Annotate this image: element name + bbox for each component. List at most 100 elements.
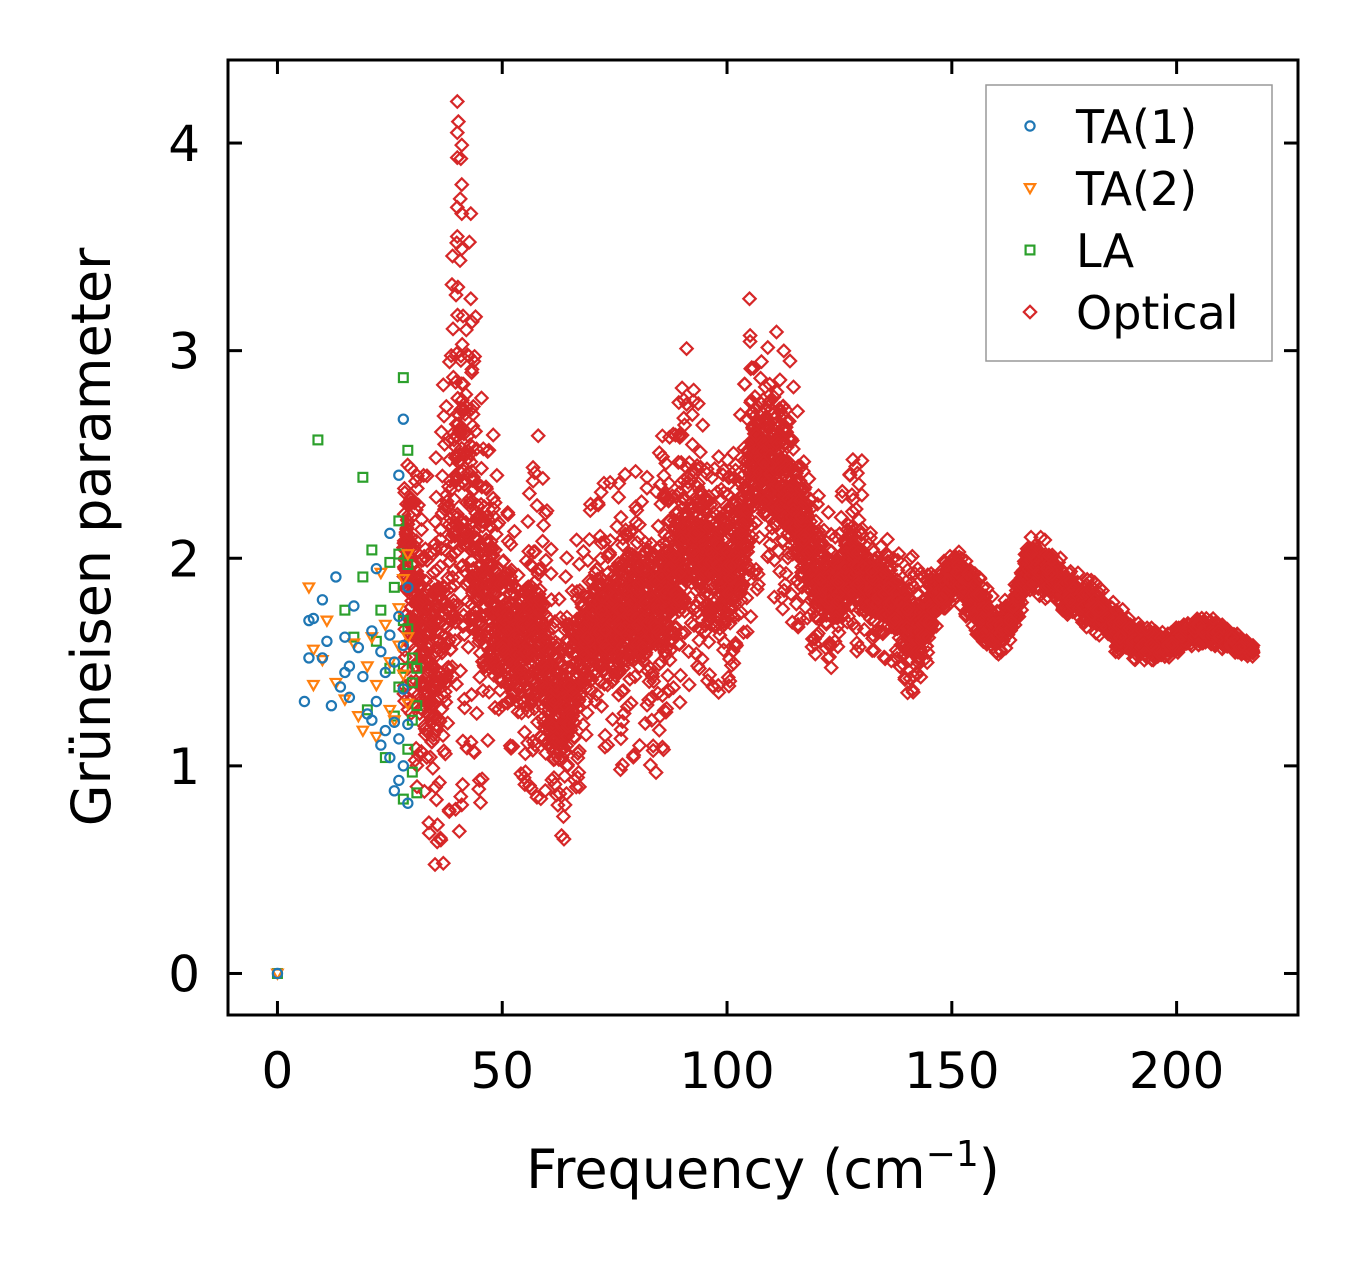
point-optical xyxy=(550,797,566,813)
point-optical xyxy=(531,592,548,608)
point-optical xyxy=(726,655,742,672)
point-optical xyxy=(563,640,579,656)
point-optical xyxy=(704,545,720,562)
point-optical xyxy=(599,677,616,693)
point-optical xyxy=(513,705,530,721)
point-optical xyxy=(437,746,454,762)
point-optical xyxy=(478,481,495,497)
point-optical xyxy=(434,701,450,717)
point-optical xyxy=(762,466,778,482)
point-optical xyxy=(440,659,457,676)
point-optical xyxy=(645,738,661,754)
point-optical xyxy=(462,490,478,507)
point-optical xyxy=(497,574,513,590)
point-optical xyxy=(613,509,629,526)
point-optical xyxy=(590,497,606,513)
point-optical xyxy=(583,671,600,688)
point-optical xyxy=(612,663,629,679)
point-optical xyxy=(614,713,631,730)
point-optical xyxy=(458,494,475,511)
point-optical xyxy=(820,504,837,521)
point-optical xyxy=(648,764,664,781)
point-optical xyxy=(650,518,667,534)
point-optical xyxy=(428,791,445,808)
point-optical xyxy=(433,424,450,440)
point-optical xyxy=(746,408,763,425)
point-optical xyxy=(523,557,540,574)
series-optical xyxy=(395,93,1261,873)
point-optical xyxy=(496,635,512,652)
point-optical xyxy=(721,469,737,486)
point-optical xyxy=(456,626,473,643)
point-optical xyxy=(651,656,667,673)
point-optical xyxy=(451,518,468,534)
point-optical xyxy=(425,602,442,618)
point-optical xyxy=(706,569,722,585)
point-optical xyxy=(468,541,485,557)
point-optical xyxy=(631,737,648,754)
point-optical xyxy=(396,533,413,549)
point-optical xyxy=(682,589,699,606)
point-optical xyxy=(597,622,614,639)
point-optical xyxy=(770,436,786,453)
point-optical xyxy=(681,676,697,693)
point-optical xyxy=(709,484,725,500)
point-optical xyxy=(487,542,504,558)
point-optical xyxy=(710,557,726,573)
point-optical xyxy=(434,468,451,484)
point-optical xyxy=(733,490,750,506)
point-optical xyxy=(689,457,705,474)
point-optical xyxy=(607,668,624,684)
point-optical xyxy=(424,733,440,750)
point-optical xyxy=(566,772,583,788)
point-optical xyxy=(443,579,459,595)
point-optical xyxy=(665,679,682,696)
point-optical xyxy=(500,605,516,621)
point-optical xyxy=(543,541,559,558)
point-optical xyxy=(653,628,670,644)
point-optical xyxy=(595,616,612,633)
point-optical xyxy=(655,741,672,758)
point-optical xyxy=(722,522,738,538)
point-optical xyxy=(671,427,688,443)
point-optical xyxy=(748,427,765,443)
point-optical xyxy=(746,485,762,502)
point-optical xyxy=(452,788,469,805)
point-optical xyxy=(459,347,476,363)
point-optical xyxy=(722,570,738,587)
point-optical xyxy=(750,566,766,583)
point-optical xyxy=(544,739,560,756)
point-optical xyxy=(408,502,424,518)
point-optical xyxy=(463,401,480,417)
point-optical xyxy=(452,663,469,679)
point-optical xyxy=(532,603,548,620)
point-optical xyxy=(733,585,749,601)
point-optical xyxy=(504,691,520,708)
point-optical xyxy=(420,695,436,711)
point-optical xyxy=(668,541,685,558)
point-optical xyxy=(548,638,564,655)
point-optical xyxy=(568,779,585,795)
point-optical xyxy=(559,757,576,773)
point-optical xyxy=(525,544,542,560)
point-optical xyxy=(546,744,562,761)
point-optical xyxy=(436,501,453,518)
point-optical xyxy=(431,774,448,791)
point-optical xyxy=(635,546,651,563)
point-optical xyxy=(661,490,677,507)
point-optical xyxy=(651,722,668,738)
point-optical xyxy=(556,831,572,847)
point-optical xyxy=(454,513,470,530)
point-optical xyxy=(593,484,609,500)
point-optical xyxy=(500,651,516,668)
point-optical xyxy=(739,623,755,640)
point-optical xyxy=(622,671,638,687)
point-optical xyxy=(602,532,619,549)
point-optical xyxy=(446,592,462,609)
point-optical xyxy=(495,611,512,628)
point-optical xyxy=(443,529,460,545)
point-optical xyxy=(710,684,727,701)
point-optical xyxy=(759,548,776,565)
point-optical xyxy=(473,390,490,406)
point-optical xyxy=(450,279,466,295)
